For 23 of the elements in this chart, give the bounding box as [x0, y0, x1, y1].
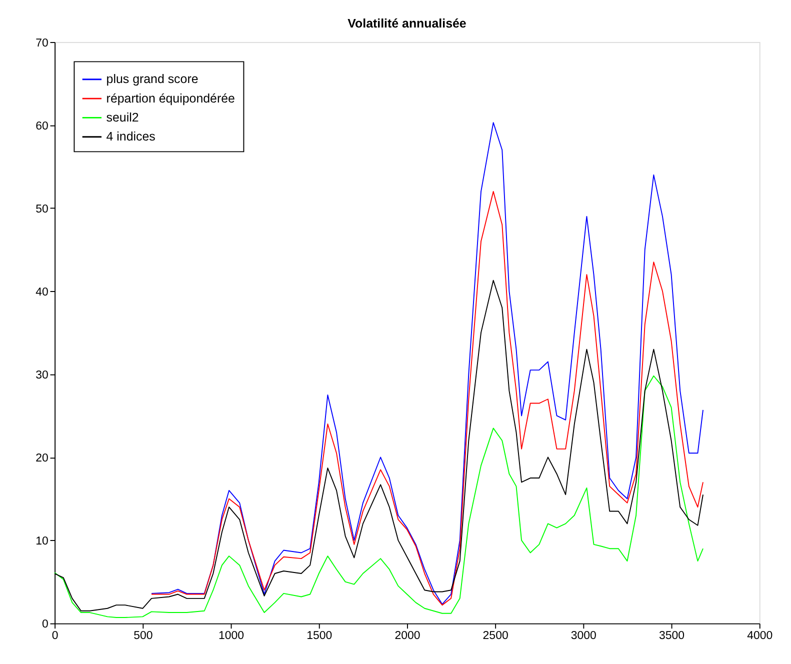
y-tick-label: 30 — [36, 370, 48, 382]
legend-label: plus grand score — [106, 72, 198, 86]
y-tick-label: 10 — [36, 536, 48, 548]
chart-title: Volatilité annualisée — [348, 16, 466, 31]
x-tick-label: 2500 — [482, 630, 508, 642]
y-tick-label: 0 — [42, 618, 48, 631]
y-tick-label: 70 — [36, 37, 48, 50]
x-tick-label: 500 — [134, 630, 153, 642]
x-tick-label: 1500 — [306, 630, 332, 642]
x-tick-label: 4000 — [747, 630, 773, 642]
y-tick-label: 50 — [36, 203, 48, 216]
x-tick-label: 2000 — [394, 630, 420, 642]
y-tick-label: 20 — [36, 452, 48, 465]
x-tick-label: 1000 — [218, 630, 244, 642]
legend-label: 4 indices — [106, 130, 156, 144]
x-tick-label: 3500 — [658, 630, 685, 642]
line-series — [54, 375, 704, 618]
y-tick-label: 60 — [36, 120, 48, 132]
legend-label: répartion équipondérée — [106, 91, 235, 106]
y-tick-label: 40 — [36, 286, 48, 298]
x-tick-label: 0 — [52, 630, 58, 642]
legend-label: seuil2 — [106, 110, 139, 125]
x-tick-label: 3000 — [570, 630, 596, 642]
